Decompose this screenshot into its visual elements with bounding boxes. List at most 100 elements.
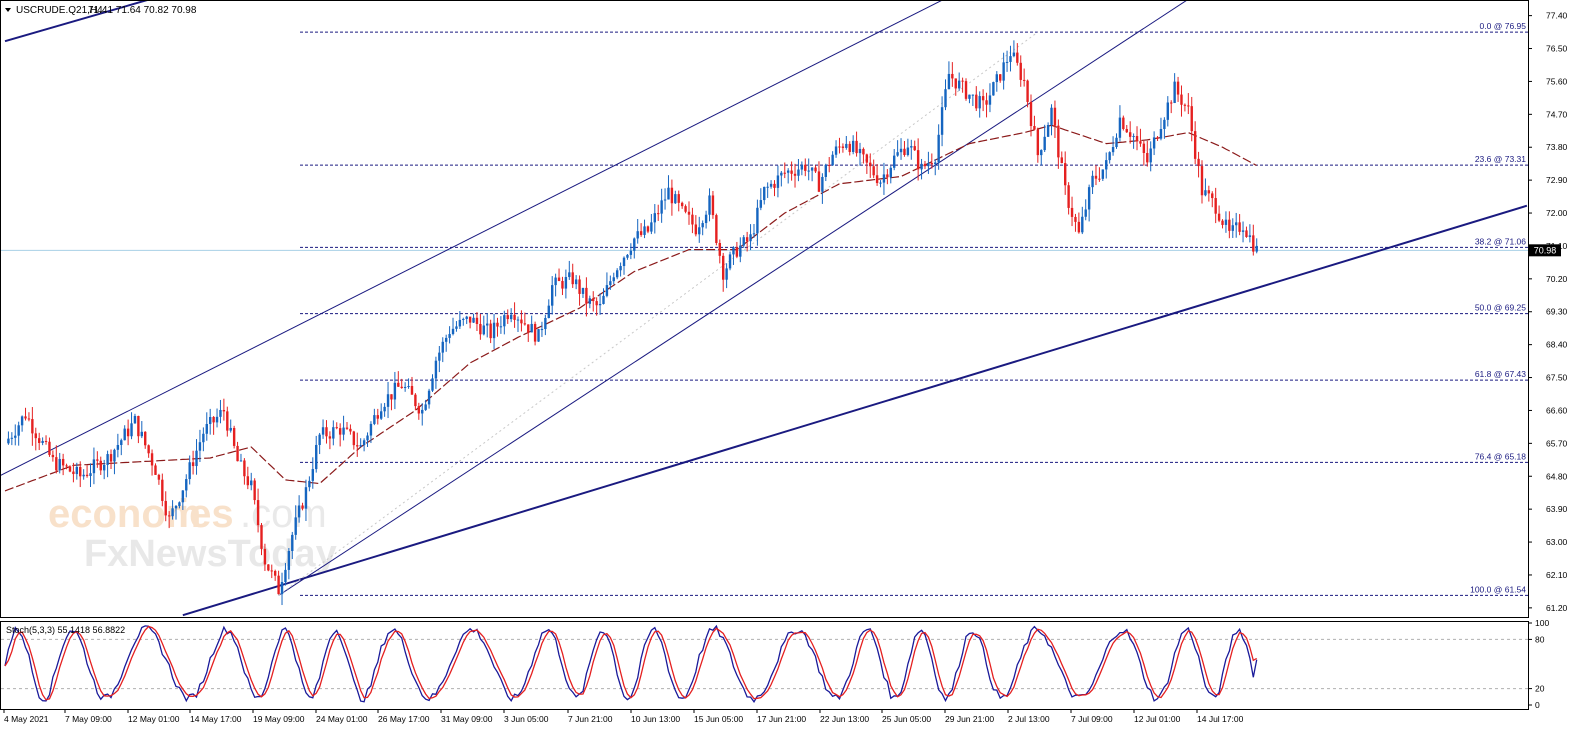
candle	[171, 500, 174, 520]
candle-body	[58, 458, 61, 471]
candle-body	[44, 440, 48, 442]
candle-body	[992, 82, 995, 96]
candle-body	[448, 334, 451, 338]
candle	[981, 89, 985, 112]
stoch-tick-label: 100	[1535, 618, 1549, 628]
candle-body	[615, 270, 619, 278]
trendline-channel-upper[interactable]	[0, 0, 969, 484]
candle	[1152, 131, 1156, 156]
candle	[424, 399, 427, 411]
candle-body	[209, 417, 212, 425]
candle	[1002, 52, 1005, 90]
candle-body	[10, 437, 14, 439]
candle-body	[858, 148, 862, 154]
candle-body	[1009, 56, 1012, 62]
candle-body	[1029, 101, 1033, 127]
candle	[1050, 104, 1053, 136]
candle-body	[848, 143, 851, 152]
candle	[451, 317, 455, 336]
candle-body	[985, 100, 988, 105]
candle	[195, 439, 198, 475]
candle-body	[879, 182, 882, 184]
main-plot-frame	[0, 0, 1529, 618]
stoch-d-line	[4, 625, 1258, 701]
candle	[328, 431, 332, 450]
candle	[383, 402, 386, 417]
price-tick-label: 77.40	[1546, 11, 1568, 21]
candle-body	[253, 480, 256, 501]
candle-body	[1033, 126, 1036, 130]
candle-body	[793, 173, 797, 176]
price-tick-label: 63.90	[1546, 504, 1568, 514]
candle-body	[51, 454, 55, 458]
candle-body	[855, 140, 858, 154]
candle-body	[195, 450, 198, 467]
candle-body	[957, 80, 961, 89]
candle-body	[191, 462, 195, 467]
candle	[185, 474, 188, 498]
candle	[1009, 45, 1012, 72]
candle-body	[899, 148, 903, 153]
candle-body	[20, 416, 24, 426]
candle	[1200, 160, 1204, 204]
candle	[988, 83, 992, 113]
candle	[400, 378, 403, 389]
candle-body	[243, 460, 246, 477]
trendline-support-upper-left[interactable]	[4, 0, 169, 43]
candle-body	[349, 428, 352, 432]
candle	[701, 220, 704, 236]
candle	[273, 569, 277, 581]
candle-body	[776, 175, 780, 188]
candle	[653, 204, 656, 234]
candle-body	[930, 163, 934, 165]
candle	[807, 158, 810, 181]
candle	[280, 572, 284, 606]
candle	[205, 412, 208, 441]
candle-body	[325, 427, 328, 437]
candle-body	[1050, 107, 1053, 126]
candle-body	[147, 445, 150, 454]
candle-body	[896, 152, 899, 156]
candle	[229, 419, 232, 433]
chevron-down-icon[interactable]	[5, 8, 11, 12]
candle	[332, 420, 335, 446]
candle	[308, 476, 311, 492]
candle-body	[1241, 230, 1245, 232]
candle	[865, 153, 869, 174]
candle	[937, 124, 940, 170]
trendline-support[interactable]	[182, 204, 1528, 617]
candle	[1241, 221, 1245, 243]
candle	[554, 273, 557, 297]
candle	[403, 382, 407, 392]
candle	[602, 288, 605, 305]
candle-body	[872, 166, 875, 176]
candle	[215, 408, 219, 428]
candle	[27, 412, 31, 422]
candle	[742, 235, 745, 248]
candle-body	[61, 458, 65, 466]
candle-body	[188, 462, 191, 480]
candle-body	[670, 187, 674, 204]
candle-body	[995, 74, 998, 83]
candle-body	[961, 80, 964, 82]
candle-body	[903, 148, 906, 155]
candle-body	[79, 466, 82, 477]
candle	[1248, 224, 1252, 243]
time-tick-label: 7 Jun 21:00	[568, 714, 613, 724]
candle	[133, 413, 137, 424]
candle-body	[1118, 117, 1122, 138]
candle	[1111, 136, 1115, 156]
candle	[561, 276, 564, 296]
candle-body	[667, 187, 670, 200]
candle-body	[215, 416, 219, 423]
candle-body	[308, 480, 311, 488]
candle-body	[434, 360, 438, 379]
candle-body	[499, 326, 503, 328]
trendline-channel-lower[interactable]	[278, 0, 1220, 596]
candle	[657, 204, 660, 221]
candle-body	[643, 226, 646, 235]
candle-body	[89, 473, 92, 477]
candle	[349, 424, 352, 435]
